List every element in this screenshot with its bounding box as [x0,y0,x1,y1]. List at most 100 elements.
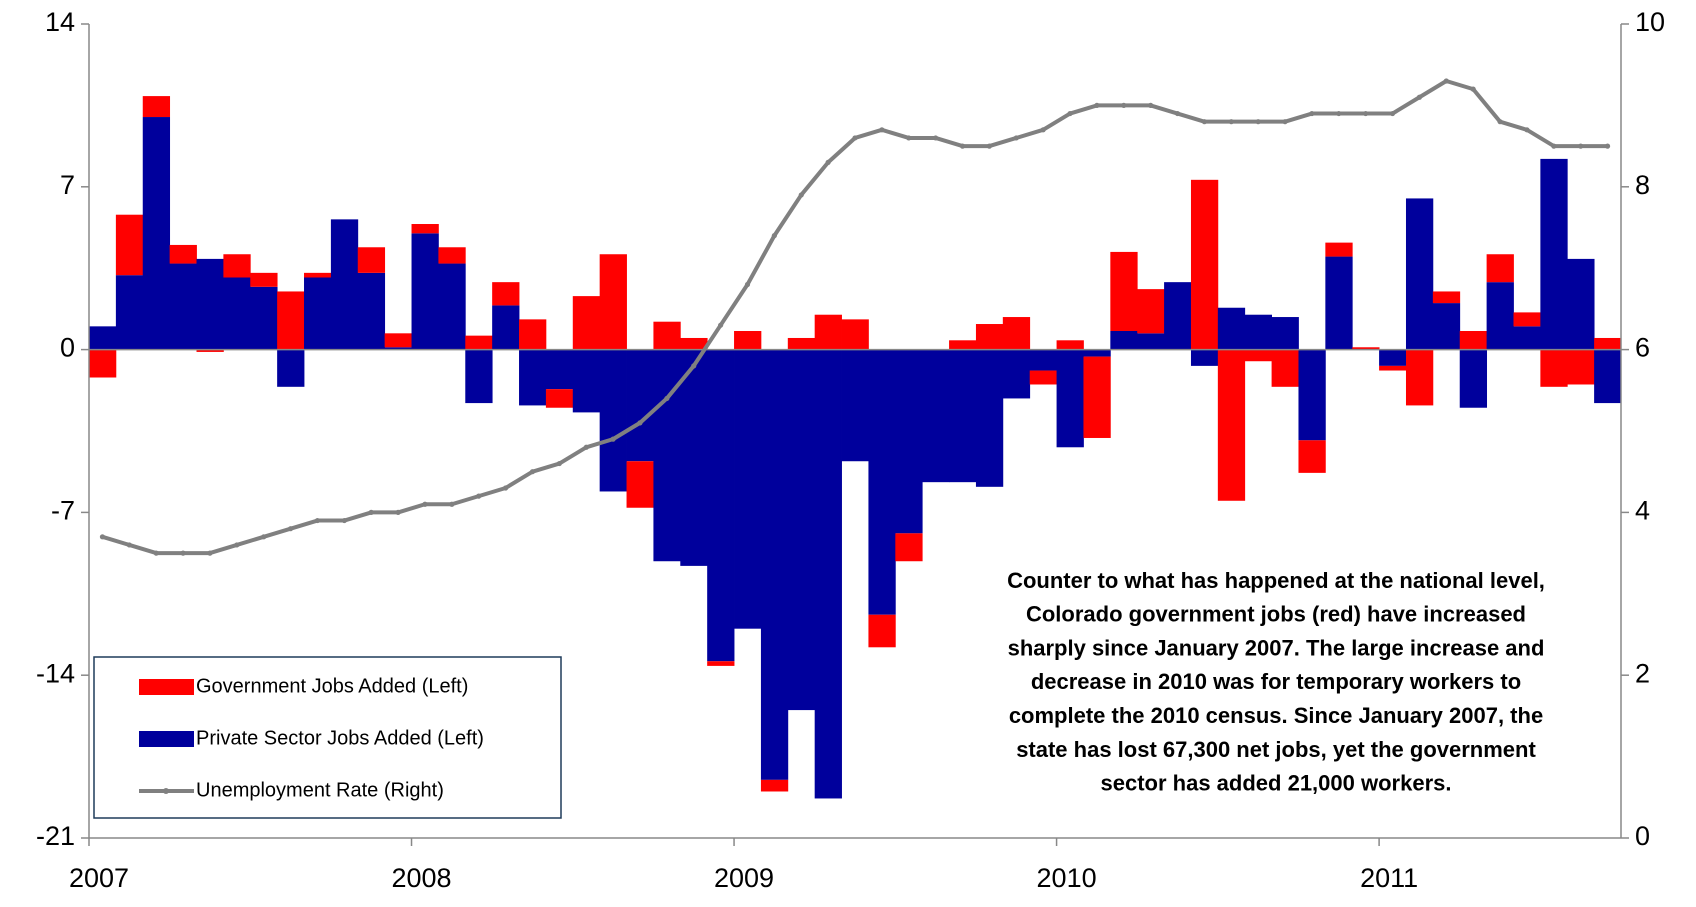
line-point [1121,102,1127,108]
line-point [1094,102,1100,108]
bar [572,296,601,350]
bar [196,349,224,352]
annotation: decrease in 2010 was for temporary worke… [1031,669,1521,694]
line-point [341,517,347,524]
line-point [879,127,885,133]
bar [975,349,1004,487]
bar [1137,333,1165,350]
bar [142,96,171,118]
line-point [1228,119,1234,125]
x-tick-label: 2009 [714,863,774,893]
bar [411,233,439,350]
bar [519,349,547,406]
bar [492,282,520,306]
bar [841,349,869,462]
annotation: sector has added 21,000 workers. [1101,771,1452,796]
bar [304,277,332,350]
bar [384,347,412,350]
bar [169,244,197,264]
line-point [1309,110,1315,117]
bar [169,263,197,350]
bar [465,349,493,404]
y2-tick-label: 8 [1635,170,1650,200]
y2-tick-label: 0 [1635,821,1650,851]
line-point [287,526,294,532]
y2-tick-label: 4 [1635,496,1650,526]
bar [949,349,977,483]
bar [1379,365,1407,371]
bar [1083,356,1111,438]
y-tick-label: -7 [51,496,75,526]
line-point [395,509,401,515]
bar [814,314,842,350]
bar [1405,349,1434,406]
bar [680,349,708,566]
annotation: sharply since January 2007. The large in… [1008,635,1545,660]
bar [1379,349,1407,366]
line-point [583,444,589,450]
line-point [422,501,428,507]
legend-label: Private Sector Jobs Added (Left) [196,727,484,749]
line-point [798,192,804,198]
bar [599,349,627,492]
bar [1540,349,1568,387]
bar [1594,337,1622,350]
line-point [718,322,724,328]
bar [1271,317,1299,350]
line-point [1524,127,1530,133]
bar [1513,326,1541,350]
line-point [610,436,616,442]
bar [1405,198,1434,350]
y2-tick-label: 10 [1635,7,1665,37]
line-point [1470,86,1476,92]
bar [304,272,332,278]
legend-swatch-point [163,788,169,794]
line-point [1497,119,1503,125]
bar [89,349,117,378]
bar [1190,349,1219,366]
bar [1486,254,1514,283]
bar [357,247,386,273]
bar [787,337,816,350]
line-point [771,233,777,239]
bar [1110,251,1138,331]
bar [277,291,305,350]
bar [1513,312,1541,327]
bar [384,333,412,348]
line-point [368,509,374,515]
line-point [529,469,536,475]
bar [250,272,278,287]
line-point [959,143,966,149]
bar [1567,258,1595,350]
line-point [476,493,482,499]
annotation: state has lost 67,300 net jobs, yet the … [1016,737,1536,762]
bar [1432,291,1461,304]
bar [1217,349,1246,501]
bar [572,349,601,413]
line-point [1255,119,1261,125]
bar [1459,330,1488,350]
line-point [1201,119,1208,125]
x-tick-label: 2008 [391,863,451,893]
bar [1002,349,1031,399]
line-point [99,534,106,540]
line-point [986,143,992,149]
line-point [234,542,240,548]
bar [223,254,251,278]
bar [115,275,144,350]
legend-label: Government Jobs Added (Left) [196,675,468,697]
y-tick-label: -14 [36,658,75,688]
line-point [207,550,213,556]
bar [196,258,224,350]
bar [760,349,789,780]
legend-label: Unemployment Rate (Right) [196,779,444,801]
line-point [502,485,509,491]
bar [1298,349,1326,441]
bar [787,349,816,711]
bar [1137,289,1165,334]
bar [411,224,439,234]
x-tick-label: 2011 [1360,863,1418,893]
bar [1567,349,1595,385]
y-tick-label: -21 [36,821,75,851]
line-point [1282,119,1288,125]
